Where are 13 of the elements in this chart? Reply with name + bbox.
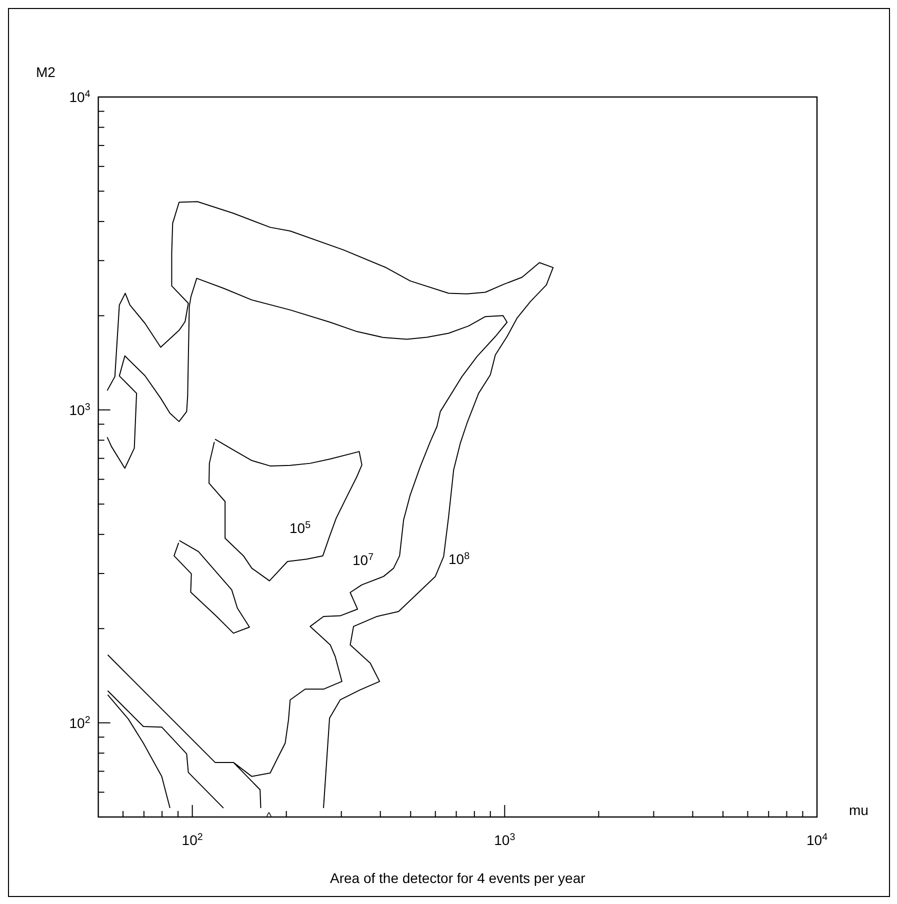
annotation: ^ xyxy=(266,811,272,823)
y-tick-label: 10$^{4}$ xyxy=(69,88,91,105)
y-tick-label: 10$^{3}$ xyxy=(69,401,91,418)
x-tick-label: 10$^{4}$ xyxy=(806,832,828,848)
text: Area of the detector for 4 events per year xyxy=(330,870,586,886)
y-axis-title: M2 xyxy=(36,64,56,80)
x-axis-title: mu xyxy=(849,802,868,818)
annotation: 10$^{8}$ xyxy=(448,550,470,567)
x-tick-label: 10$^{2}$ xyxy=(182,832,203,848)
x-tick-label: 10$^{3}$ xyxy=(494,832,516,848)
y-tick-label: 10$^{2}$ xyxy=(69,714,90,731)
annotation: 10$^{5}$ xyxy=(289,520,312,536)
annotation: 10$^{7}$ xyxy=(352,552,374,568)
